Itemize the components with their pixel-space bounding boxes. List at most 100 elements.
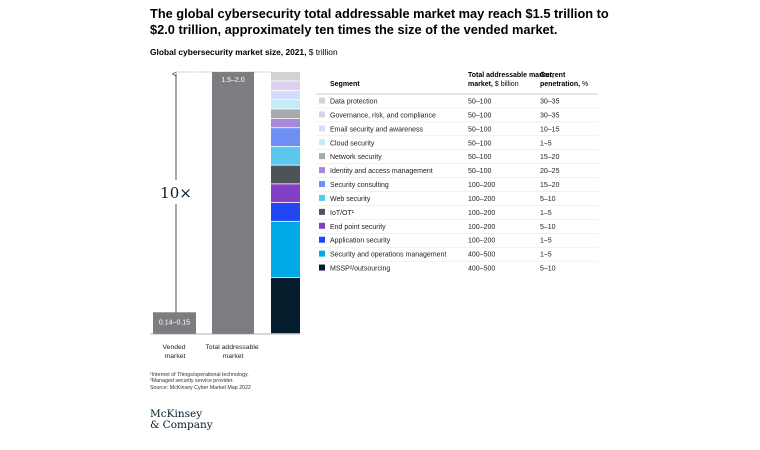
bar-vended-market bbox=[153, 312, 196, 334]
segment-table: Data protection 50–100 30–35 Governance, ri… bbox=[316, 97, 598, 273]
chart-title: The global cybersecurity total addressab… bbox=[150, 6, 609, 37]
segment-stacked-bar bbox=[271, 72, 300, 334]
category-tam-line2: market bbox=[223, 353, 244, 360]
legend-segment-name-5: Identity and access management bbox=[330, 168, 433, 175]
footnote-source: Source: McKinsey Cyber Market Map 2022 bbox=[150, 384, 251, 391]
legend-swatch-7 bbox=[319, 194, 325, 201]
market-size-chart: 10× 0.14–0.15 1.5–2.0 Vended market Tota… bbox=[150, 71, 598, 360]
category-vended-line1: Vended bbox=[163, 344, 186, 351]
legend-segment-name-8: IoT/OT¹ bbox=[330, 210, 355, 217]
legend-segment-name-0: Data protection bbox=[330, 99, 378, 106]
legend-tam-12: 400–500 bbox=[468, 266, 495, 273]
stack-segment-1 bbox=[271, 81, 300, 90]
legend-penetration-9: 5–10 bbox=[540, 224, 556, 231]
legend-swatch-2 bbox=[319, 125, 325, 132]
legend-segment-name-7: Web security bbox=[330, 196, 371, 203]
legend-tam-5: 50–100 bbox=[468, 168, 491, 175]
header-tam-label: Total addressable market, bbox=[468, 72, 554, 79]
legend-penetration-5: 20–25 bbox=[540, 168, 560, 175]
legend-swatch-3 bbox=[319, 139, 325, 146]
bar-value-label-tam: 1.5–2.0 bbox=[221, 77, 244, 84]
logo-line-1: McKinsey bbox=[150, 408, 203, 420]
legend-tam-10: 100–200 bbox=[468, 238, 495, 245]
legend-segment-name-9: End point security bbox=[330, 224, 386, 231]
legend-segment-name-2: Email security and awareness bbox=[330, 126, 423, 133]
stack-segment-6 bbox=[271, 128, 300, 147]
legend-tam-4: 50–100 bbox=[468, 154, 491, 161]
header-penetration: Current penetration, % bbox=[540, 72, 588, 89]
stack-segment-7 bbox=[271, 146, 300, 165]
footnotes: ¹Internet of Things/operational technolo… bbox=[150, 372, 251, 391]
legend-segment-name-3: Cloud security bbox=[330, 140, 375, 147]
legend-tam-9: 100–200 bbox=[468, 224, 495, 231]
category-label-vended: Vended market bbox=[163, 344, 188, 360]
mckinsey-logo: McKinsey & Company bbox=[150, 409, 213, 431]
legend-tam-6: 100–200 bbox=[468, 182, 495, 189]
legend-tam-8: 100–200 bbox=[468, 210, 495, 217]
legend-segment-name-6: Security consulting bbox=[330, 182, 389, 189]
footnote-1: ¹Internet of Things/operational technolo… bbox=[150, 372, 249, 378]
legend-swatch-11 bbox=[319, 250, 325, 257]
header-tam-unit-line: market, $ billion bbox=[468, 80, 519, 88]
header-pen-unit: % bbox=[582, 80, 589, 88]
legend-swatch-8 bbox=[319, 208, 325, 215]
legend-penetration-12: 5–10 bbox=[540, 266, 556, 273]
stack-segment-9 bbox=[271, 184, 300, 203]
legend-tam-0: 50–100 bbox=[468, 99, 491, 106]
legend-segment-name-12: MSSP²/outsourcing bbox=[330, 266, 390, 273]
legend-penetration-2: 10–15 bbox=[540, 126, 560, 133]
legend-tam-2: 50–100 bbox=[468, 126, 491, 133]
stack-segment-8 bbox=[271, 165, 300, 184]
logo-line-2: & Company bbox=[150, 419, 213, 431]
footnote-2: ²Managed security service provider. bbox=[150, 378, 234, 385]
legend-tam-7: 100–200 bbox=[468, 196, 495, 203]
category-vended-line2: market bbox=[165, 353, 186, 360]
legend-penetration-1: 30–35 bbox=[540, 112, 560, 119]
legend-swatch-9 bbox=[319, 222, 325, 229]
legend-penetration-10: 1–5 bbox=[540, 238, 552, 245]
chart-subtitle: Global cybersecurity market size, 2021, … bbox=[150, 47, 338, 57]
legend-tam-11: 400–500 bbox=[468, 252, 495, 259]
legend-swatch-6 bbox=[319, 181, 325, 188]
stack-segment-4 bbox=[271, 109, 300, 118]
bar-value-label-vended: 0.14–0.15 bbox=[159, 319, 190, 326]
legend-penetration-8: 1–5 bbox=[540, 210, 552, 217]
legend-segment-name-1: Governance, risk, and compliance bbox=[330, 112, 436, 119]
header-tam: Total addressable market, market, $ bill… bbox=[468, 72, 554, 89]
stack-segment-10 bbox=[271, 203, 300, 221]
stack-segment-11 bbox=[271, 221, 300, 278]
legend-swatch-5 bbox=[319, 167, 325, 174]
category-label-tam: Total addressable market bbox=[205, 344, 260, 360]
multiplier-label-bg bbox=[158, 180, 194, 204]
legend-tam-1: 50–100 bbox=[468, 112, 491, 119]
legend-swatch-10 bbox=[319, 236, 325, 243]
legend-swatch-0 bbox=[319, 97, 325, 104]
subtitle-unit: $ trillion bbox=[308, 47, 338, 57]
legend-tam-3: 50–100 bbox=[468, 140, 491, 147]
header-tam-unit: $ billion bbox=[494, 80, 519, 88]
legend-segment-name-10: Application security bbox=[330, 238, 391, 245]
legend-swatch-4 bbox=[319, 153, 325, 160]
category-tam-line1: Total addressable bbox=[205, 344, 258, 351]
legend-segment-name-4: Network security bbox=[330, 154, 382, 161]
multiplier-label: 10× bbox=[160, 184, 192, 202]
legend-penetration-6: 15–20 bbox=[540, 182, 560, 189]
legend-penetration-11: 1–5 bbox=[540, 252, 552, 259]
legend-penetration-7: 5–10 bbox=[540, 196, 556, 203]
bar-total-addressable-market bbox=[212, 72, 254, 334]
header-pen-label-line1: Current bbox=[540, 72, 566, 79]
legend-segment-name-11: Security and operations management bbox=[330, 252, 446, 259]
subtitle-main: Global cybersecurity market size, 2021, bbox=[150, 47, 307, 57]
stack-segment-3 bbox=[271, 100, 300, 109]
legend-penetration-0: 30–35 bbox=[540, 99, 560, 106]
legend-penetration-3: 1–5 bbox=[540, 140, 552, 147]
header-segment: Segment bbox=[330, 81, 360, 88]
stack-segment-12 bbox=[271, 277, 300, 334]
header-pen-label-line2: penetration, % bbox=[540, 80, 589, 88]
stack-segment-5 bbox=[271, 118, 300, 128]
stack-segment-0 bbox=[271, 72, 300, 81]
legend-penetration-4: 15–20 bbox=[540, 154, 560, 161]
legend-swatch-1 bbox=[319, 111, 325, 118]
legend-swatch-12 bbox=[319, 264, 325, 271]
stack-segment-2 bbox=[271, 90, 300, 100]
